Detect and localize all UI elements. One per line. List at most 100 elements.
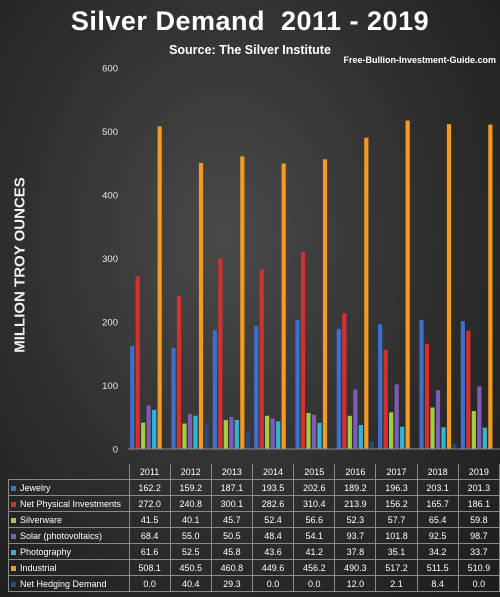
data-label: 41.5 xyxy=(128,511,171,528)
data-label: 186.1 xyxy=(457,495,500,512)
data-label: 68.4 xyxy=(128,527,171,544)
x-tick-label: 2014 xyxy=(251,464,295,480)
legend-label: Jewelry xyxy=(20,482,51,493)
table-row: Net Physical Investments 272.0 240.8 300.1 2… xyxy=(8,495,500,512)
data-label: 55.0 xyxy=(169,527,212,544)
legend-entry: Net Physical Investments xyxy=(8,495,130,512)
bar-solar-photovoltaics-2018 xyxy=(435,390,441,449)
x-tick-label: 2019 xyxy=(457,464,500,480)
bar-silverware-2011 xyxy=(141,422,146,449)
data-label: 517.2 xyxy=(375,559,418,576)
bar-industrial-2013 xyxy=(240,156,245,449)
bar-industrial-2017 xyxy=(405,120,410,449)
table-row: Silverware 41.5 40.1 45.7 52.4 56.6 52.3 57.7 65… xyxy=(8,511,500,528)
bar-chart: 0 100 200 300 400 500 600 xyxy=(102,64,500,456)
data-label: 165.7 xyxy=(416,495,459,512)
data-label: 201.3 xyxy=(457,479,500,496)
data-table: 2011 2012 2013 2014 2015 2016 2017 2018 2019 Jewe… xyxy=(8,464,500,592)
data-label: 93.7 xyxy=(334,527,377,544)
data-label: 282.6 xyxy=(251,495,295,512)
legend-entry: Solar (photovoltaics) xyxy=(8,527,130,544)
data-label: 43.6 xyxy=(251,543,295,560)
legend-label: Solar (photovoltaics) xyxy=(20,530,103,541)
data-label: 310.4 xyxy=(293,495,336,512)
data-label: 33.7 xyxy=(457,543,500,560)
table-row: Net Hedging Demand 0.0 40.4 29.3 0.0 0.0 12.0 2… xyxy=(8,575,500,592)
data-label: 50.5 xyxy=(210,527,253,544)
bar-net-physical-investments-2012 xyxy=(176,296,182,449)
x-tick-label: 2016 xyxy=(334,464,377,480)
data-label: 41.2 xyxy=(293,543,336,560)
legend-swatch xyxy=(11,565,16,571)
x-tick-label: 2018 xyxy=(416,464,459,480)
bar-photography-2014 xyxy=(276,421,281,449)
legend-swatch xyxy=(11,549,16,555)
bar-silverware-2017 xyxy=(389,412,394,449)
bar-silverware-2014 xyxy=(265,415,270,449)
legend-entry: Net Hedging Demand xyxy=(8,575,130,592)
legend-swatch xyxy=(11,581,16,587)
bar-jewelry-2011 xyxy=(130,346,135,449)
data-label: 511.5 xyxy=(416,559,459,576)
data-label: 52.4 xyxy=(251,511,295,528)
bar-jewelry-2015 xyxy=(295,320,300,449)
data-label: 37.8 xyxy=(334,543,377,560)
legend-entry: Jewelry xyxy=(8,479,130,496)
bar-solar-photovoltaics-2012 xyxy=(187,414,193,449)
bar-photography-2019 xyxy=(482,427,487,449)
data-label: 0.0 xyxy=(293,575,336,592)
data-label: 203.1 xyxy=(416,479,459,496)
bar-solar-photovoltaics-2016 xyxy=(353,389,358,449)
bar-net-hedging-demand-2013 xyxy=(245,430,250,449)
bar-net-physical-investments-2016 xyxy=(342,313,347,449)
bar-solar-photovoltaics-2017 xyxy=(394,384,399,449)
legend-swatch xyxy=(11,517,16,523)
data-label: 40.4 xyxy=(169,575,212,592)
data-label: 187.1 xyxy=(210,479,253,496)
bar-solar-photovoltaics-2013 xyxy=(229,416,234,449)
data-label: 34.2 xyxy=(416,543,459,560)
bar-photography-2012 xyxy=(193,415,198,449)
data-label: 59.8 xyxy=(457,511,500,528)
bar-jewelry-2018 xyxy=(419,320,424,449)
bar-industrial-2011 xyxy=(157,126,162,450)
table-row: Photography 61.6 52.5 45.8 43.6 41.2 37.8 35.1 3… xyxy=(8,543,500,560)
bar-jewelry-2016 xyxy=(336,328,341,449)
data-label: 300.1 xyxy=(210,495,253,512)
bar-net-physical-investments-2018 xyxy=(424,343,430,449)
data-label: 460.8 xyxy=(210,559,253,576)
data-label: 12.0 xyxy=(334,575,377,592)
data-label: 29.3 xyxy=(210,575,253,592)
bar-net-hedging-demand-2012 xyxy=(204,423,209,449)
bar-net-physical-investments-2011 xyxy=(135,276,140,449)
legend-entry: Silverware xyxy=(8,511,130,528)
data-label: 101.8 xyxy=(375,527,418,544)
bar-industrial-2016 xyxy=(364,137,369,449)
legend-swatch xyxy=(11,501,16,507)
data-label: 35.1 xyxy=(375,543,418,560)
data-label: 98.7 xyxy=(457,527,500,544)
bar-net-hedging-demand-2016 xyxy=(369,441,374,449)
bar-jewelry-2014 xyxy=(254,326,259,449)
data-label: 189.2 xyxy=(334,479,377,496)
bar-net-physical-investments-2013 xyxy=(218,258,223,449)
data-label: 508.1 xyxy=(128,559,171,576)
x-tick-label: 2015 xyxy=(293,464,336,480)
y-tick-label: 0 xyxy=(113,445,118,456)
legend-label: Photography xyxy=(20,546,72,557)
bar-solar-photovoltaics-2014 xyxy=(270,418,275,449)
y-tick-label: 200 xyxy=(102,318,118,329)
data-label: 456.2 xyxy=(293,559,336,576)
bar-photography-2018 xyxy=(441,427,446,449)
data-label: 510.9 xyxy=(457,559,500,576)
bar-net-physical-investments-2015 xyxy=(300,251,306,449)
bar-net-physical-investments-2017 xyxy=(383,349,388,449)
data-label: 272.0 xyxy=(128,495,171,512)
data-label: 54.1 xyxy=(293,527,336,544)
data-label: 8.4 xyxy=(416,575,459,592)
bar-net-hedging-demand-2018 xyxy=(452,443,457,449)
data-label: 48.4 xyxy=(251,527,295,544)
y-tick-label: 300 xyxy=(102,254,118,265)
bar-solar-photovoltaics-2011 xyxy=(146,405,151,449)
bar-solar-photovoltaics-2019 xyxy=(477,386,482,449)
